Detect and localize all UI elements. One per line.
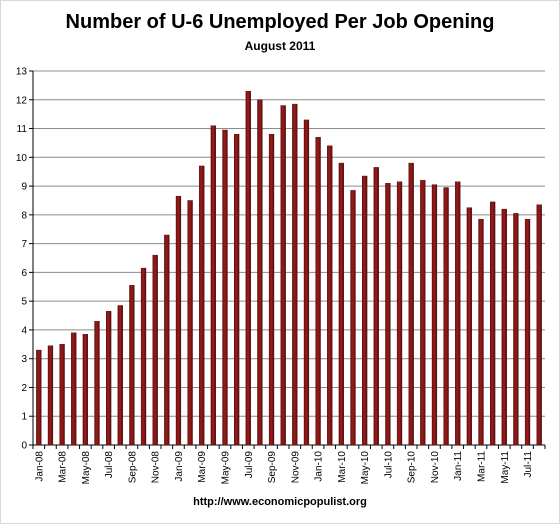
bar (280, 105, 286, 446)
bar (140, 267, 147, 446)
bar (82, 334, 89, 446)
bar (152, 254, 158, 446)
x-tick-label: Sep-08 (127, 451, 138, 484)
y-tick-label: 10 (16, 153, 28, 164)
chart-subtitle: August 2011 (244, 39, 316, 53)
bar (338, 162, 345, 446)
x-tick-label: May-09 (221, 451, 232, 485)
bar (303, 119, 310, 446)
x-tick-label: Jan-08 (34, 451, 45, 482)
bar (361, 175, 368, 446)
bar (257, 99, 263, 446)
bar (455, 181, 461, 446)
bar (292, 103, 298, 446)
bar (245, 90, 251, 446)
bar (175, 195, 182, 446)
x-tick-label: Nov-08 (151, 451, 162, 484)
bar (233, 134, 240, 446)
bar (350, 190, 356, 446)
bar (210, 125, 217, 446)
y-tick-label: 6 (21, 268, 27, 279)
x-tick-label: Mar-08 (58, 451, 69, 483)
bar (443, 187, 449, 446)
bar (466, 207, 473, 446)
bar (524, 218, 531, 446)
y-tick-label: 5 (21, 297, 27, 308)
y-tick-label: 3 (21, 354, 27, 365)
chart-title: Number of U-6 Unemployed Per Job Opening (65, 11, 495, 33)
y-tick-label: 8 (21, 210, 27, 221)
x-tick-label: May-08 (81, 451, 92, 485)
y-tick-label: 1 (21, 412, 27, 423)
x-tick-label: May-10 (360, 451, 371, 485)
x-tick-label: Mar-11 (477, 451, 488, 482)
bar (536, 204, 542, 446)
bar (222, 129, 228, 446)
bar (431, 184, 438, 446)
x-tick-label: Jul-08 (104, 451, 115, 479)
y-tick-label: 11 (17, 124, 28, 135)
bar (71, 332, 77, 446)
bar (513, 213, 519, 446)
bar (117, 305, 123, 446)
bar (408, 162, 414, 446)
bar (327, 145, 333, 446)
x-tick-label: May-11 (500, 451, 511, 484)
bar (59, 344, 65, 446)
source-url: http://www.economicpopulist.org (193, 496, 367, 508)
bar (47, 345, 54, 446)
bar (36, 349, 42, 446)
x-tick-label: Jul-10 (383, 451, 394, 479)
bar (268, 134, 275, 446)
bar (420, 180, 426, 446)
x-tick-label: Jan-11 (453, 451, 464, 481)
y-tick-label: 9 (21, 182, 27, 193)
y-tick-label: 0 (21, 441, 27, 452)
bar (199, 165, 205, 446)
x-tick-label: Jan-09 (174, 451, 185, 482)
x-tick-label: Nov-09 (290, 451, 301, 484)
x-tick-label: Sep-09 (267, 451, 278, 484)
y-tick-label: 7 (21, 239, 27, 250)
y-tick-label: 4 (21, 325, 27, 336)
x-tick-label: Mar-09 (197, 451, 208, 483)
bar (315, 136, 321, 446)
x-tick-label: Jul-09 (244, 451, 255, 479)
bar (489, 201, 496, 446)
bar (187, 200, 193, 446)
x-tick-label: Sep-10 (407, 451, 418, 484)
bar (385, 182, 391, 446)
y-tick-label: 13 (16, 67, 28, 78)
bar (105, 311, 112, 446)
bar (129, 285, 135, 446)
x-tick-label: Jul-11 (523, 451, 534, 478)
x-tick-label: Mar-10 (337, 451, 348, 483)
x-tick-label: Jan-10 (314, 451, 325, 482)
bar (164, 234, 170, 446)
bar (94, 321, 100, 446)
bar (501, 208, 507, 446)
y-tick-label: 2 (21, 383, 27, 394)
bar (373, 167, 379, 446)
bar (396, 181, 403, 446)
bar (478, 218, 484, 446)
x-tick-label: Nov-10 (430, 451, 441, 484)
y-tick-label: 12 (16, 95, 28, 106)
